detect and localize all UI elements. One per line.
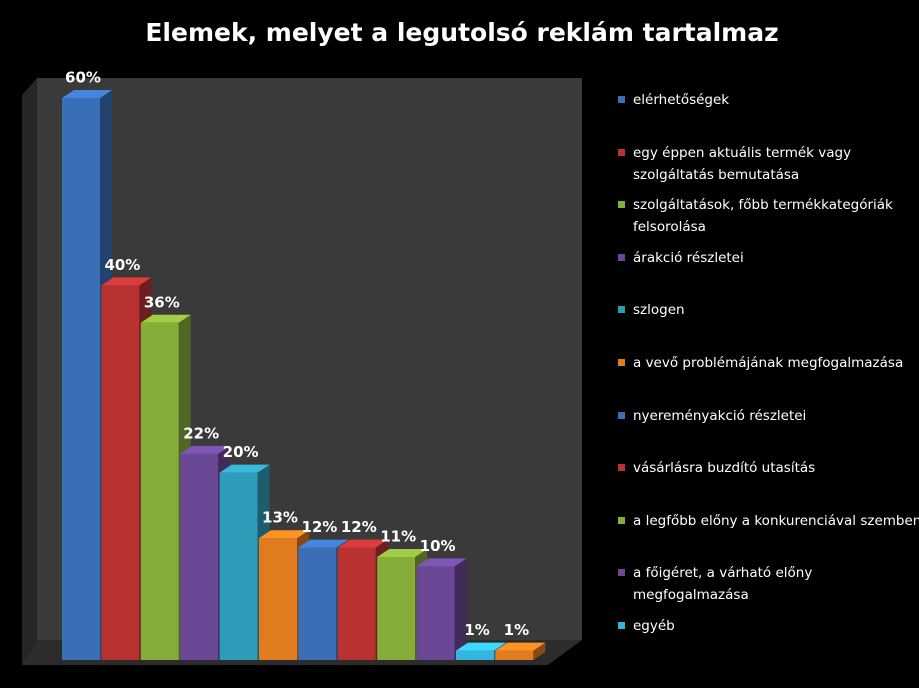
legend-entry: egyéb <box>618 615 919 637</box>
bar <box>377 548 428 660</box>
legend-label: a vevő problémájának megfogalmazása <box>633 355 904 371</box>
bar-front <box>495 650 534 660</box>
bar-front <box>377 556 416 660</box>
legend-label: a legfőbb előny a konkurenciával szemben <box>633 512 919 529</box>
chart-title: Elemek, melyet a legutolsó reklám tartal… <box>145 18 778 47</box>
value-label: 1% <box>464 621 489 639</box>
legend-entry: elérhetőségek <box>618 89 919 111</box>
legend-label: vásárlásra buzdító utasítás <box>633 460 816 477</box>
legend-marker <box>618 622 625 629</box>
legend-entry: szolgáltatások, főbb termékkategóriák fe… <box>618 194 919 238</box>
bar-front <box>140 322 179 660</box>
legend-marker <box>618 569 625 577</box>
legend-marker <box>618 253 625 261</box>
value-label: 36% <box>144 293 180 311</box>
legend-entry: nyereményakció részletei <box>618 405 919 427</box>
bar-top <box>101 277 152 286</box>
legend-marker <box>618 464 625 472</box>
bar-top <box>219 464 270 473</box>
value-label: 12% <box>301 518 337 536</box>
legend-entry: a főigéret, a várható előny megfogalmazá… <box>618 562 919 606</box>
legend-marker <box>618 201 625 209</box>
bar-front <box>62 98 100 660</box>
legend-entry: vásárlásra buzdító utasítás <box>618 457 919 479</box>
bar-front <box>456 650 494 660</box>
legend-label: szlogen <box>633 302 685 319</box>
bar-top <box>416 558 467 567</box>
bar-side <box>533 642 546 660</box>
bar-top <box>377 548 428 557</box>
legend-marker <box>618 148 625 156</box>
value-label: 10% <box>420 537 456 555</box>
legend-label: egyéb <box>633 618 675 634</box>
bar-top <box>337 539 388 548</box>
bar <box>495 642 546 660</box>
value-label: 12% <box>341 518 377 536</box>
value-label: 11% <box>380 527 416 545</box>
legend-marker <box>618 516 625 524</box>
side-wall <box>22 78 37 665</box>
bar-top <box>298 539 349 548</box>
legend-entry: szlogen <box>618 299 919 321</box>
bar-front <box>298 547 337 660</box>
bar-front <box>180 453 219 660</box>
legend-entry: a vevő problémájának megfogalmazása <box>618 352 919 374</box>
bar-front <box>101 285 140 660</box>
bar-side <box>454 558 467 660</box>
value-label: 1% <box>504 621 529 639</box>
legend-marker <box>618 411 625 419</box>
legend-marker <box>618 306 625 314</box>
bar-front <box>337 547 376 660</box>
bar-front <box>219 472 258 660</box>
bar <box>416 558 467 660</box>
legend-label: nyereményakció részletei <box>633 407 807 424</box>
bar-top <box>259 530 309 539</box>
legend-label: egy éppen aktuális termék vagy szolgálta… <box>633 144 852 183</box>
legend-label: a főigéret, a várható előny megfogalmazá… <box>633 565 813 604</box>
legend-marker <box>618 359 625 366</box>
value-label: 22% <box>183 424 219 442</box>
legend-label: árakció részletei <box>633 249 744 266</box>
bar-top <box>180 445 231 454</box>
bar-front <box>416 566 455 660</box>
legend-label: szolgáltatások, főbb termékkategóriák fe… <box>633 197 893 236</box>
bar-top <box>456 642 506 651</box>
legend-entry: a legfőbb előny a konkurenciával szemben <box>618 510 919 532</box>
value-label: 40% <box>104 256 140 274</box>
value-label: 60% <box>65 69 101 87</box>
bar-top <box>140 314 191 323</box>
bar-top <box>495 642 546 651</box>
value-label: 20% <box>223 443 259 461</box>
legend-entry: egy éppen aktuális termék vagy szolgálta… <box>618 142 919 186</box>
value-label: 13% <box>262 509 298 527</box>
legend-entry: árakció részletei <box>618 247 919 269</box>
bar-front <box>259 538 297 660</box>
legend-label: elérhetőségek <box>633 92 730 108</box>
bar-top <box>62 90 112 98</box>
legend-marker <box>618 96 625 103</box>
